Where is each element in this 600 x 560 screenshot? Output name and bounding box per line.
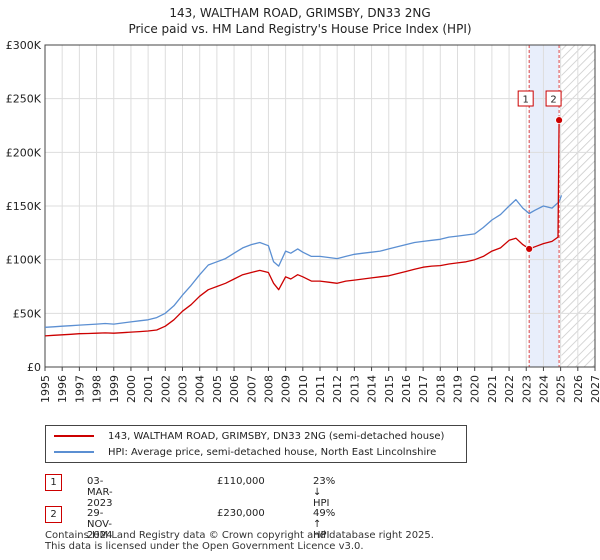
x-tick-label: 2003	[177, 375, 190, 403]
x-tick-label: 2013	[348, 375, 361, 403]
chart-title: 143, WALTHAM ROAD, GRIMSBY, DN33 2NG	[169, 6, 431, 20]
x-tick-label: 1999	[108, 375, 121, 403]
x-tick-label: 2014	[366, 375, 379, 403]
sale-hpi-change: 49% ↑ HPI	[313, 508, 336, 541]
y-tick-label: £100K	[6, 254, 42, 267]
sale-hpi-change: 23% ↓ HPI	[313, 476, 336, 509]
x-tick-label: 2027	[589, 375, 600, 403]
footer: Contains HM Land Registry data © Crown c…	[45, 530, 434, 552]
footer-licence: This data is licensed under the Open Gov…	[45, 541, 364, 552]
sale-label-text-2: 2	[550, 95, 556, 106]
x-tick-label: 2020	[469, 375, 482, 403]
y-tick-label: £200K	[6, 146, 42, 159]
x-tick-label: 2012	[331, 375, 344, 403]
x-tick-label: 2024	[537, 375, 550, 403]
sale-label-box-2	[545, 90, 562, 107]
x-tick-label: 2009	[280, 375, 293, 403]
x-tick-label: 1995	[39, 375, 52, 403]
x-tick-label: 2006	[228, 375, 241, 403]
y-tick-label: £50K	[13, 307, 42, 320]
x-tick-label: 2018	[434, 375, 447, 403]
sale-point-2	[555, 116, 563, 125]
price-chart: £0 £50K £100K £150K £200K £250K £300K 1995 1996 1…	[6, 39, 600, 403]
property-price-line	[44, 117, 562, 337]
sale-date: 03-MAR-2023	[87, 476, 113, 509]
x-tick-label: 2021	[486, 375, 499, 403]
x-tick-label: 2016	[400, 375, 413, 403]
plot-frame	[44, 44, 596, 368]
sale-number-badge: 2	[45, 506, 62, 523]
x-tick-label: 2022	[503, 375, 516, 403]
x-tick-label: 2025	[555, 375, 568, 403]
x-tick-label: 2023	[520, 375, 533, 403]
legend-item-hpi: HPI: Average price, semi-detached house,…	[54, 444, 436, 460]
hpi-line	[44, 195, 563, 328]
x-tick-label: 1997	[73, 375, 86, 403]
x-tick-label: 2008	[262, 375, 275, 403]
sale-price: £110,000	[217, 476, 265, 487]
sale-label-text-1: 1	[522, 95, 528, 106]
legend-swatch-property	[54, 435, 94, 437]
x-tick-label: 2026	[572, 375, 585, 403]
x-tick-label: 2004	[194, 375, 207, 403]
footer-copyright: Contains HM Land Registry data © Crown c…	[45, 530, 434, 541]
chart-subtitle: Price paid vs. HM Land Registry's House …	[128, 22, 472, 36]
y-tick-label: £250K	[6, 93, 42, 106]
legend: 143, WALTHAM ROAD, GRIMSBY, DN33 2NG (se…	[45, 425, 467, 463]
sale-price: £230,000	[217, 508, 265, 519]
x-tick-label: 2011	[314, 375, 327, 403]
x-tick-label: 2017	[417, 375, 430, 403]
legend-item-property: 143, WALTHAM ROAD, GRIMSBY, DN33 2NG (se…	[54, 428, 444, 444]
x-tick-label: 2019	[452, 375, 465, 403]
x-tick-label: 2000	[125, 375, 138, 403]
y-tick-label: £300K	[6, 39, 42, 52]
x-tick-label: 1998	[91, 375, 104, 403]
x-tick-label: 2007	[245, 375, 258, 403]
sale-date: 29-NOV-2024	[87, 508, 113, 541]
sale-number-badge: 1	[45, 474, 62, 491]
sale-point-1	[525, 245, 534, 253]
x-tick-label: 2005	[211, 375, 224, 403]
y-tick-label: £0	[27, 361, 41, 374]
x-tick-label: 2010	[297, 375, 310, 403]
sale-label-box-1	[517, 90, 534, 107]
x-tick-label: 1996	[56, 375, 69, 403]
x-tick-label: 2001	[142, 375, 155, 403]
legend-label-property: 143, WALTHAM ROAD, GRIMSBY, DN33 2NG (se…	[108, 430, 445, 442]
x-tick-label: 2002	[159, 375, 172, 403]
legend-swatch-hpi	[54, 451, 94, 453]
y-tick-label: £150K	[6, 200, 42, 213]
x-tick-label: 2015	[383, 375, 396, 403]
legend-label-hpi: HPI: Average price, semi-detached house,…	[108, 446, 437, 458]
